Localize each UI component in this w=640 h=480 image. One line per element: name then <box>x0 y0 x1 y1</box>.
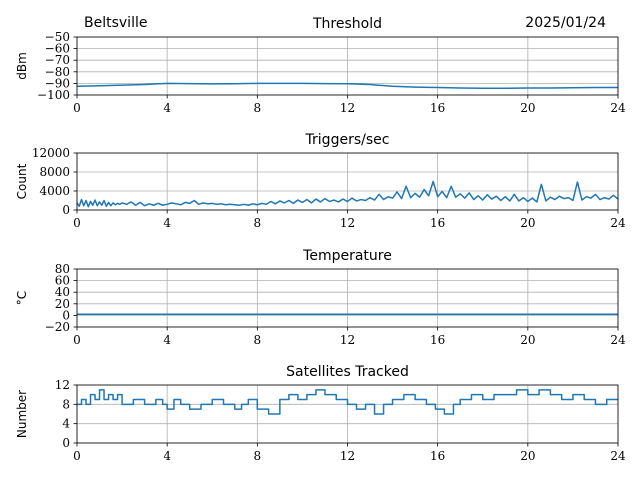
triggers-x-tick-label: 24 <box>610 216 626 230</box>
satellites-x-tick-label: 12 <box>340 449 355 463</box>
threshold-title: Threshold <box>312 16 382 32</box>
threshold-x-tick-label: 12 <box>340 101 355 115</box>
satellites-y-axis-label: Number <box>15 390 29 438</box>
threshold-x-tick-label: 0 <box>73 101 81 115</box>
temperature-x-tick-label: 4 <box>163 333 171 347</box>
temperature-y-tick-label: 40 <box>55 285 70 299</box>
station-name: Beltsville <box>84 15 147 31</box>
triggers-y-tick-label: 12000 <box>32 146 70 160</box>
triggers-x-tick-label: 8 <box>254 216 262 230</box>
date-label: 2025/01/24 <box>525 15 606 31</box>
temperature-y-tick-label: 80 <box>55 262 70 276</box>
temperature-x-tick-label: 12 <box>340 333 355 347</box>
temperature-y-tick-label: 20 <box>55 297 70 311</box>
threshold-y-tick-label: −80 <box>45 65 70 79</box>
temperature-y-tick-label: −20 <box>45 320 70 334</box>
satellites-y-tick-label: 0 <box>62 436 70 450</box>
satellites-y-tick-label: 8 <box>62 397 70 411</box>
temperature-title: Temperature <box>302 248 392 264</box>
threshold-y-tick-label: −90 <box>45 76 70 90</box>
triggers-x-tick-label: 16 <box>430 216 445 230</box>
threshold-x-tick-label: 16 <box>430 101 445 115</box>
triggers-y-axis-label: Count <box>15 163 29 199</box>
threshold-x-tick-label: 8 <box>254 101 262 115</box>
satellites-x-tick-label: 0 <box>73 449 81 463</box>
satellites-y-tick-label: 4 <box>62 417 70 431</box>
temperature-x-tick-label: 8 <box>254 333 262 347</box>
threshold-x-tick-label: 20 <box>520 101 535 115</box>
triggers-x-tick-label: 20 <box>520 216 535 230</box>
threshold-panel: 0 4 8 12 16 20 24 −100−90−80−70−60−50 Threshold d… <box>15 16 626 115</box>
threshold-y-tick-label: −60 <box>45 42 70 56</box>
temperature-y-tick-label: 60 <box>55 274 70 288</box>
triggers-title: Triggers/sec <box>305 132 390 148</box>
temperature-y-tick-label: 0 <box>62 308 70 322</box>
threshold-x-tick-label: 24 <box>610 101 626 115</box>
satellites-x-tick-label: 4 <box>163 449 171 463</box>
satellites-series-line <box>77 389 618 415</box>
triggers-y-tick-label: 0 <box>62 203 70 217</box>
threshold-y-tick-label: −100 <box>37 88 70 102</box>
threshold-series-line <box>76 82 618 90</box>
temperature-x-tick-label: 16 <box>430 333 445 347</box>
temperature-x-tick-label: 20 <box>520 333 535 347</box>
triggers-x-tick-label: 4 <box>163 216 171 230</box>
satellites-y-tick-label: 12 <box>55 378 70 392</box>
threshold-y-axis-label: dBm <box>15 52 29 80</box>
temperature-y-axis-label: °C <box>15 291 29 305</box>
temperature-x-tick-label: 0 <box>73 333 81 347</box>
triggers-y-tick-label: 4000 <box>39 184 70 198</box>
satellites-panel: 0 4 8 12 16 20 24 0 4 8 12 Satellites Tracked Number <box>15 364 626 463</box>
triggers-y-tick-label: 8000 <box>39 165 70 179</box>
threshold-x-tick-label: 4 <box>163 101 171 115</box>
satellites-x-tick-label: 16 <box>430 449 445 463</box>
triggers-x-tick-label: 0 <box>73 216 81 230</box>
triggers-panel: 0 4 8 12 16 20 24 0 4000 8000 12000 Triggers/sec Cou… <box>15 132 626 230</box>
satellites-x-tick-label: 24 <box>610 449 626 463</box>
triggers-x-tick-label: 12 <box>340 216 355 230</box>
satellites-title: Satellites Tracked <box>286 364 409 380</box>
satellites-x-tick-label: 20 <box>520 449 535 463</box>
triggers-series-line <box>76 180 619 208</box>
satellites-x-tick-label: 8 <box>254 449 262 463</box>
temperature-x-tick-label: 24 <box>610 333 626 347</box>
threshold-y-tick-label: −70 <box>45 53 70 67</box>
threshold-y-tick-label: −50 <box>45 30 70 44</box>
